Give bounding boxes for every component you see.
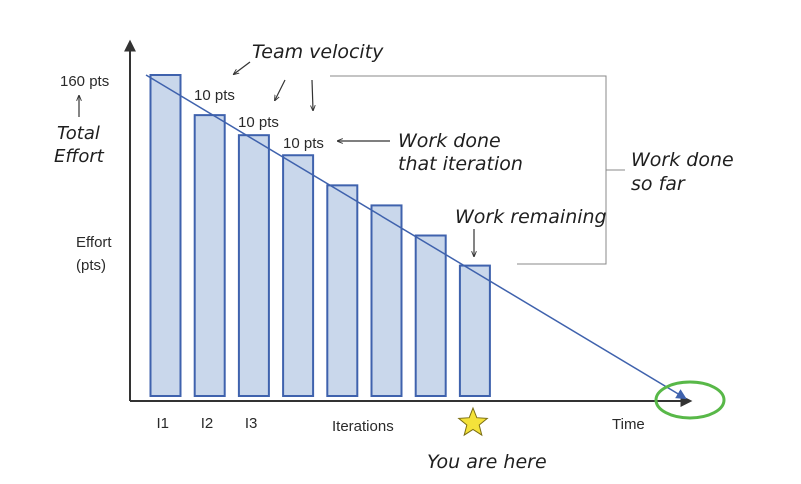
bar-4 [282, 154, 315, 397]
x-tick-label-3: I3 [245, 415, 258, 432]
burndown-trend-line [145, 74, 687, 400]
bar-5 [326, 184, 359, 397]
team-velocity-annotation: Team velocity [252, 41, 384, 63]
x-axis-title: Iterations [332, 418, 394, 435]
team-velocity-arrow-1 [234, 61, 251, 74]
work-done-iteration-line1: Work done [398, 130, 501, 152]
time-end-circle [654, 380, 726, 420]
work-done-iteration-line2: that iteration [398, 153, 523, 175]
top-value-label: 160 pts [60, 73, 109, 90]
bar-7 [414, 234, 447, 397]
x-tick-label-1: I1 [157, 415, 170, 432]
bar-2 [193, 114, 226, 397]
you-are-here-label: You are here [427, 451, 547, 473]
total-effort-label-line2: Effort [54, 146, 105, 167]
work-done-so-far-line2: so far [631, 173, 686, 195]
step-label-3: 10 pts [283, 135, 324, 152]
bar-8 [458, 264, 491, 397]
total-effort-label-line1: Total [57, 123, 100, 144]
step-label-2: 10 pts [238, 114, 279, 131]
y-axis-title-line2: (pts) [76, 257, 106, 274]
x-tick-labels: I1 I2 I3 [157, 415, 258, 432]
team-velocity-arrow-3 [312, 79, 313, 110]
you-are-here-star-icon [457, 406, 489, 437]
work-done-so-far-line1: Work done [631, 149, 734, 171]
step-label-1: 10 pts [194, 87, 235, 104]
y-axis-title-line1: Effort [76, 234, 112, 251]
bar-6 [370, 204, 403, 397]
bar-3 [237, 134, 270, 397]
x-tick-label-2: I2 [201, 415, 214, 432]
bar-1 [149, 74, 182, 397]
team-velocity-arrow-2 [275, 79, 286, 100]
bars-group [149, 74, 491, 397]
x-axis-end-label: Time [612, 416, 645, 433]
work-remaining-annotation: Work remaining [455, 206, 607, 228]
